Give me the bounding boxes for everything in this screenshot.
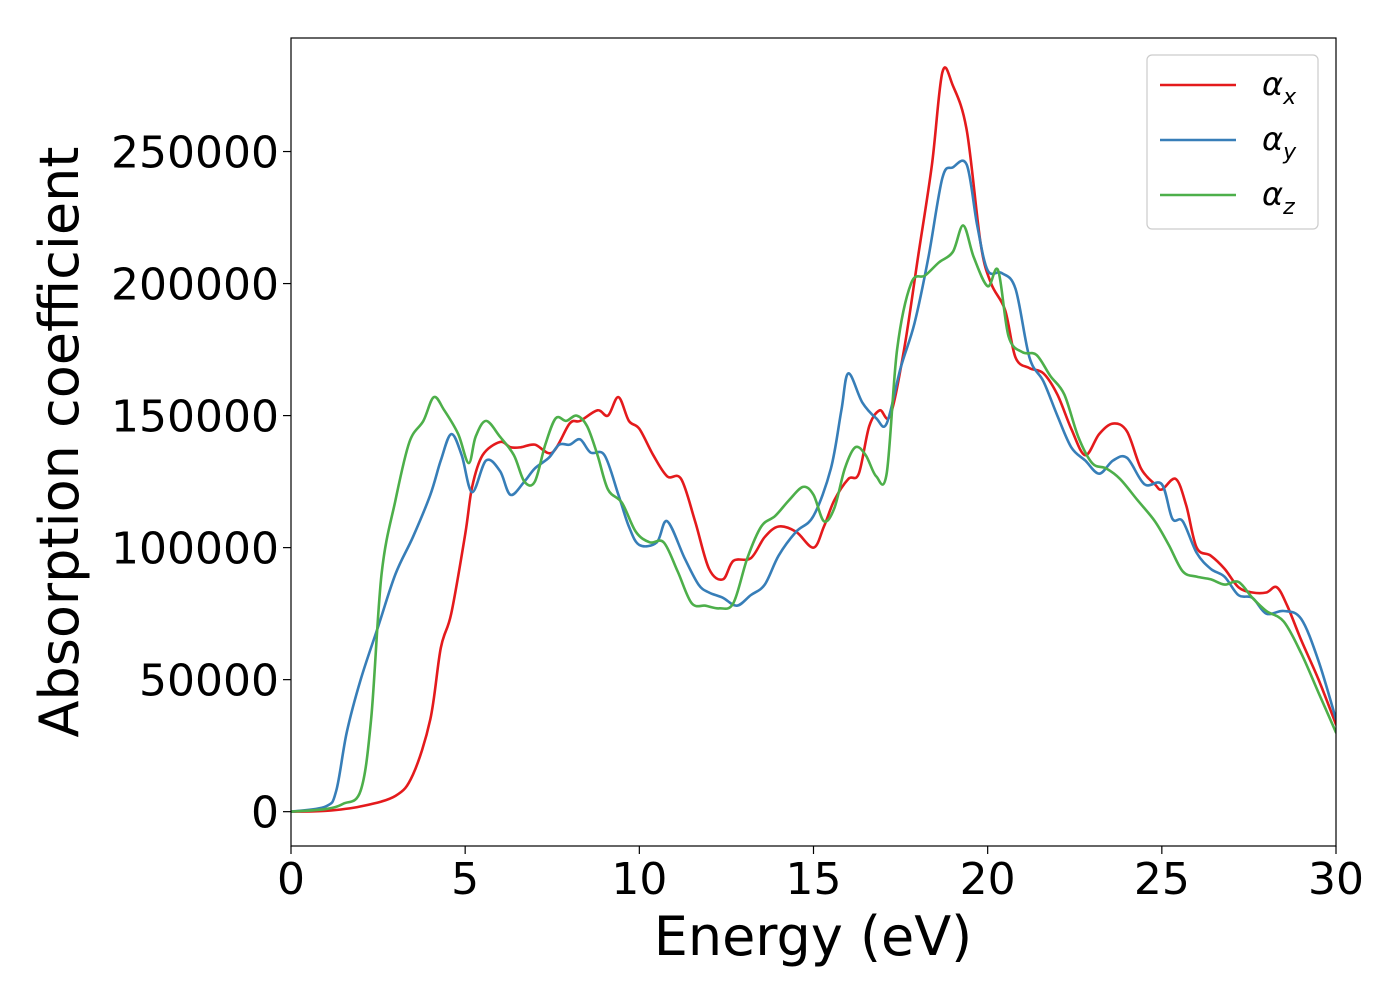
legend-label-x: αx: [1262, 65, 1297, 110]
legend-label-subscript: x: [1282, 85, 1297, 110]
y-axis: 0 50000 100000 150000 200000 250000: [111, 128, 291, 839]
series-line-z: [291, 224, 1336, 813]
y-tick-label: 100000: [111, 524, 279, 575]
y-tick-label: 250000: [111, 128, 279, 179]
series-layer: [291, 66, 1336, 813]
y-axis-label: Absorption coefficient: [28, 147, 91, 738]
x-tick-label: 20: [960, 854, 1016, 905]
x-tick-label: 0: [277, 854, 305, 905]
x-tick-label: 15: [786, 854, 842, 905]
x-tick-label: 5: [451, 854, 479, 905]
x-axis-label: Energy (eV): [654, 905, 973, 968]
x-axis: 0 5 10 15 20 25 30: [277, 846, 1364, 905]
series-line-x: [291, 66, 1336, 813]
x-tick-label: 10: [611, 854, 667, 905]
legend-label-z: αz: [1262, 175, 1295, 220]
legend-label-subscript: z: [1282, 195, 1295, 220]
y-tick-label: 0: [251, 788, 279, 839]
y-tick-label: 50000: [139, 656, 279, 707]
legend-label-base: α: [1262, 65, 1283, 103]
y-tick-label: 150000: [111, 392, 279, 443]
legend-box: [1146, 54, 1319, 230]
series-line-y: [291, 159, 1336, 813]
x-tick-label: 30: [1308, 854, 1364, 905]
legend-label-y: αy: [1262, 120, 1297, 165]
x-tick-label: 25: [1134, 854, 1190, 905]
legend-label-subscript: y: [1282, 140, 1297, 165]
legend-label-base: α: [1262, 120, 1283, 158]
y-tick-label: 200000: [111, 260, 279, 311]
legend-label-base: α: [1262, 175, 1283, 213]
